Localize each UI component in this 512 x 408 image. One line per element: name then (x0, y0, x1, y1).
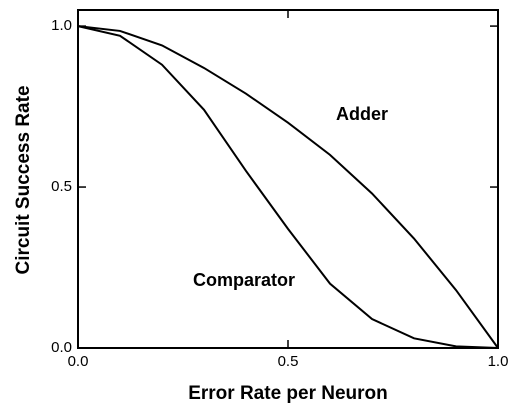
x-axis-label: Error Rate per Neuron (188, 383, 388, 404)
series-label: Adder (336, 104, 388, 124)
series-line (77, 25, 499, 349)
y-tick-label: 1.0 (51, 17, 72, 34)
series-line (77, 25, 499, 349)
plot-frame (77, 9, 499, 349)
x-tick-label: 0.5 (278, 353, 299, 370)
series-label: Comparator (193, 270, 295, 290)
x-tick-label: 1.0 (488, 353, 509, 370)
y-axis-label: Circuit Success Rate (13, 85, 34, 274)
x-tick-label: 0.0 (68, 353, 89, 370)
y-tick-label: 0.5 (51, 178, 72, 195)
y-tick-label: 0.0 (51, 339, 72, 356)
